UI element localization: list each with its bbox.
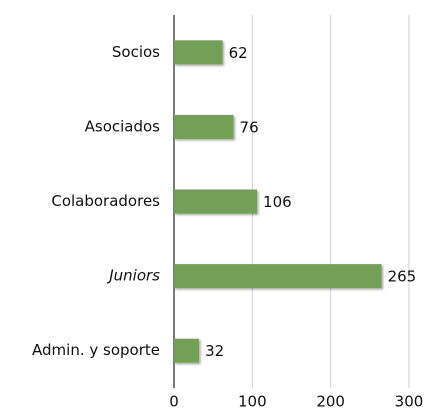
y-tick-label: Socios (112, 43, 160, 61)
x-tick-label: 200 (316, 393, 345, 411)
y-tick-label: Juniors (106, 267, 160, 285)
y-tick-label: Colaboradores (51, 192, 160, 210)
value-label: 106 (263, 193, 292, 211)
x-tick-label: 100 (238, 393, 267, 411)
bar (174, 264, 382, 289)
x-tick-label: 300 (395, 393, 424, 411)
y-tick-label: Admin. y soporte (32, 341, 160, 359)
value-label: 32 (205, 342, 224, 360)
bar (174, 338, 200, 363)
y-tick-label: Asociados (85, 117, 161, 135)
x-tick-label: 0 (169, 393, 179, 411)
bar (174, 189, 258, 214)
value-label: 265 (388, 268, 417, 286)
bar (174, 114, 234, 139)
value-label: 62 (229, 44, 248, 62)
value-label: 76 (240, 118, 259, 136)
bar (174, 40, 223, 65)
